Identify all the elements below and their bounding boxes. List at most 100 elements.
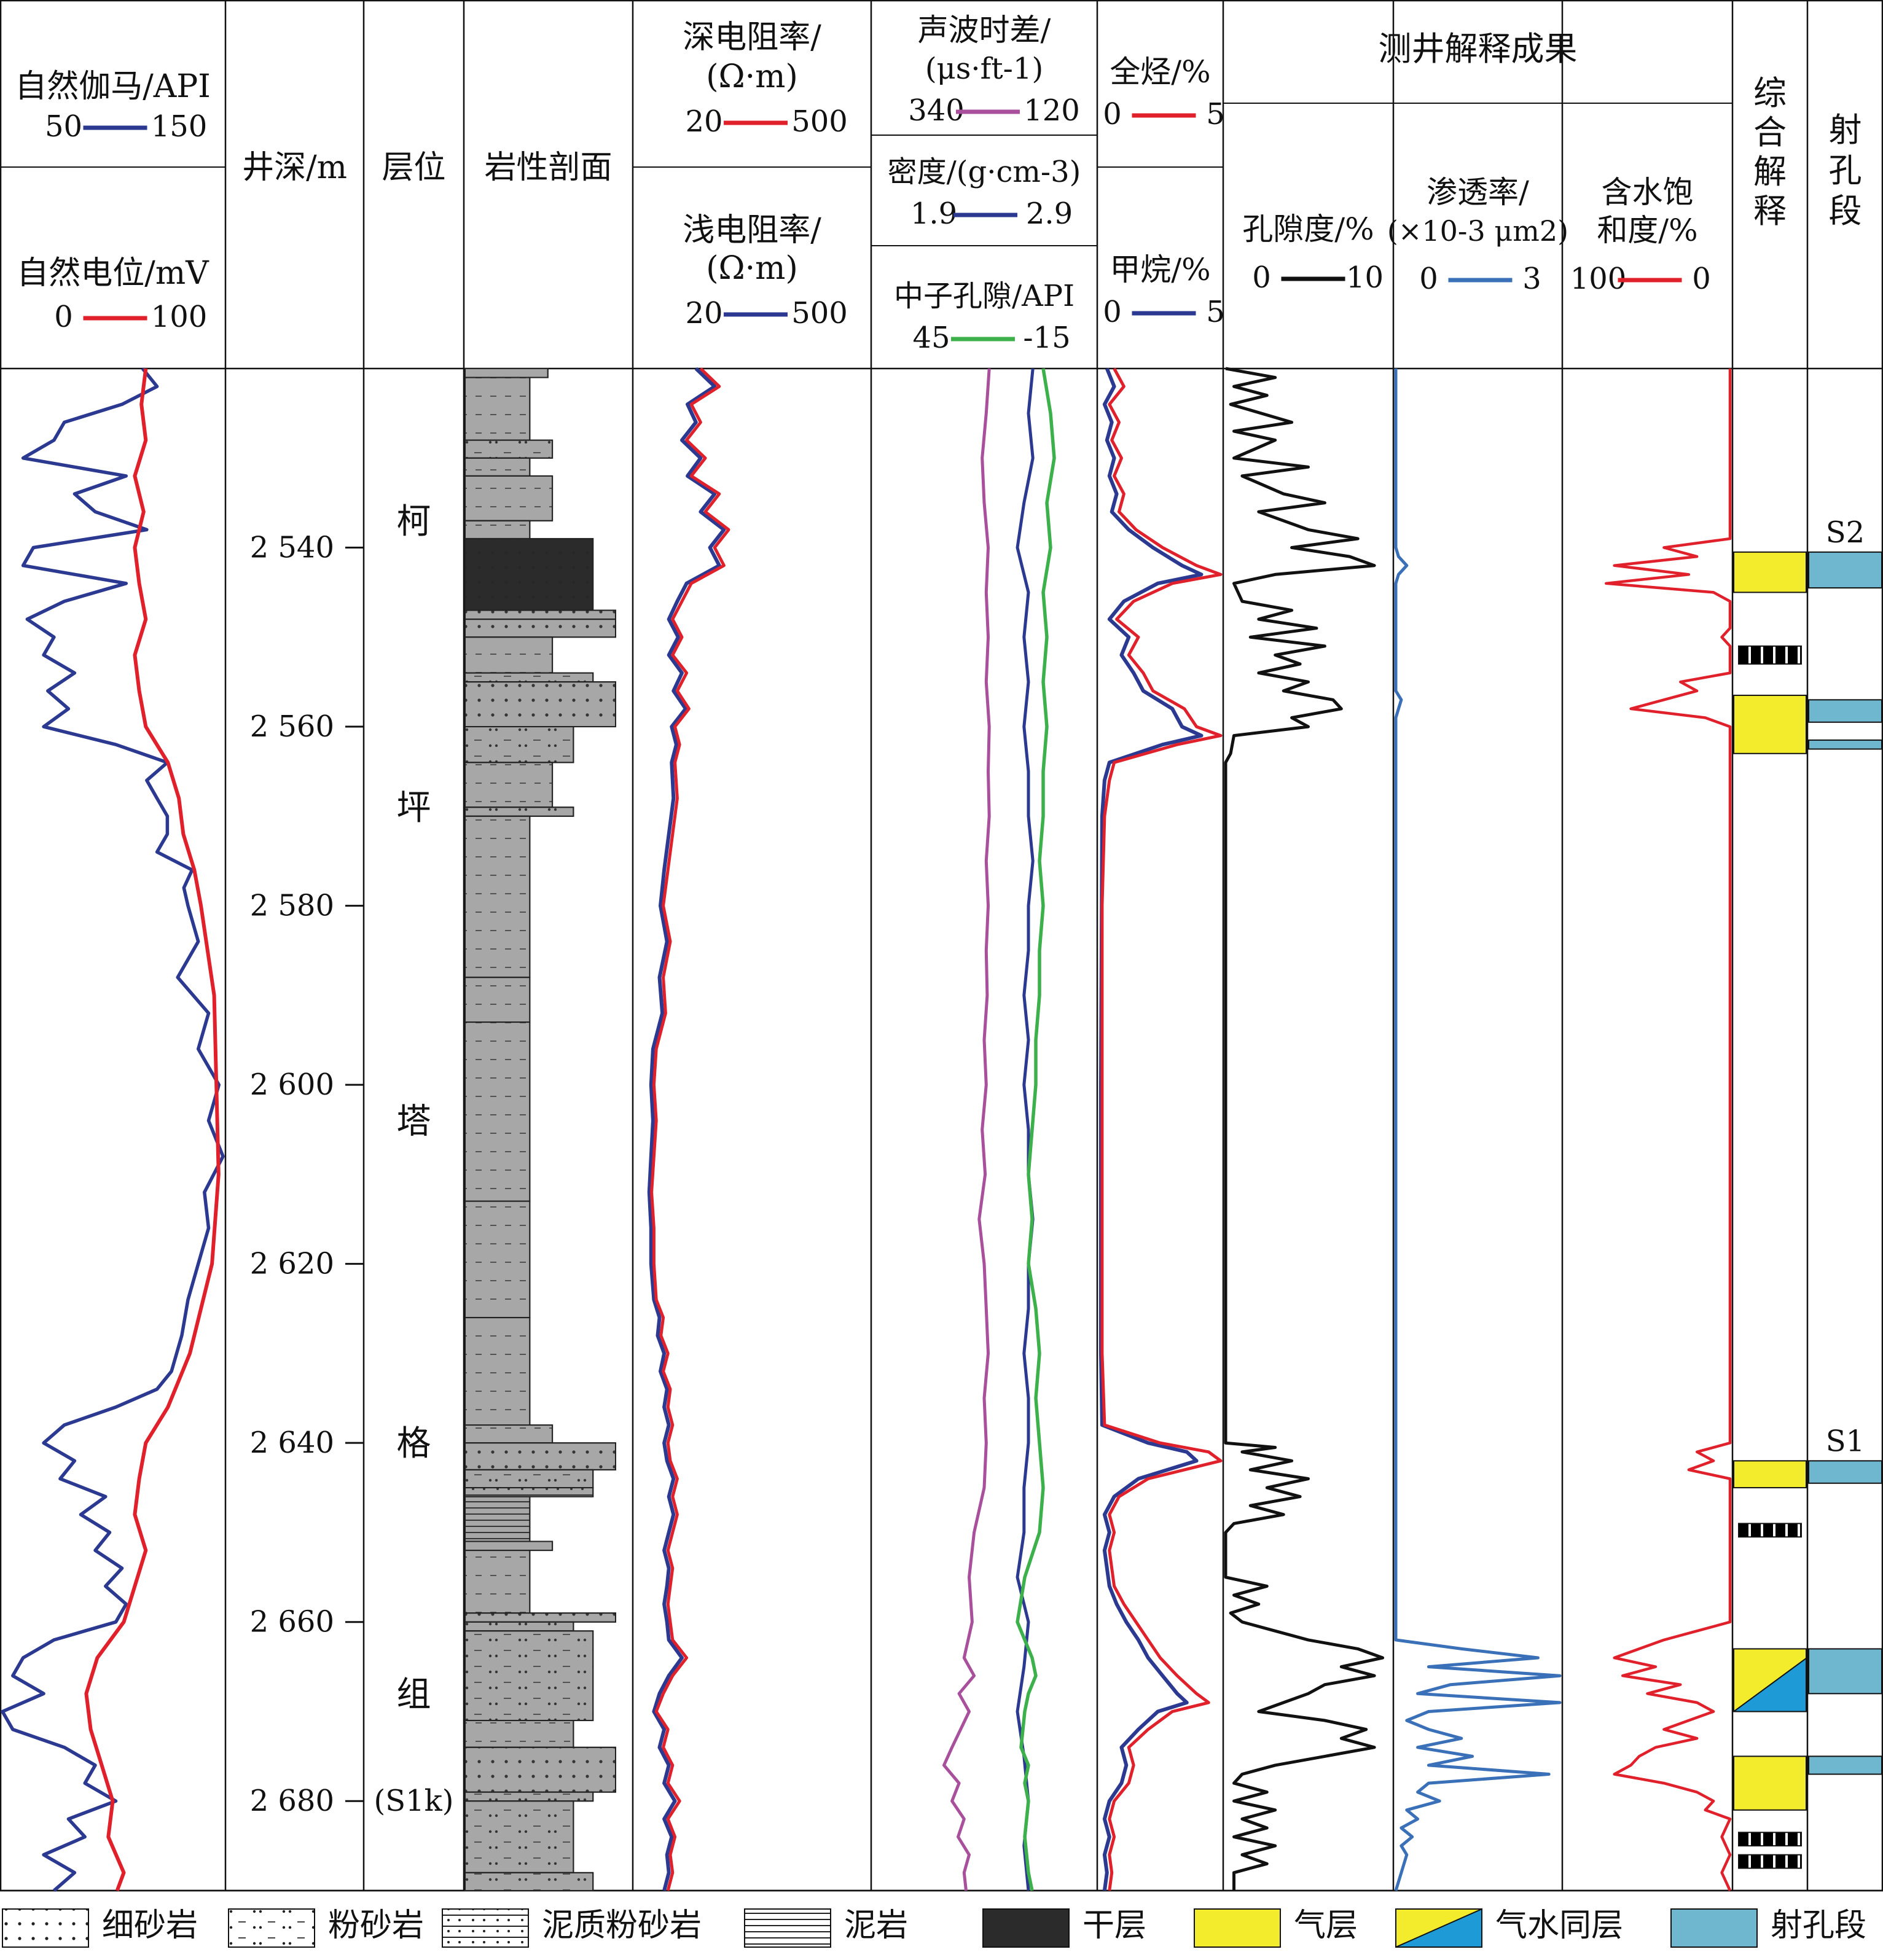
lithology-bed-pattern [464,1496,531,1542]
depth-tick-label: 2 600 [250,1068,334,1102]
lithology-bed-pattern [464,1317,531,1426]
lithology-bed [464,1469,594,1489]
ac-title: 声波时差/ [918,12,1051,48]
rd-min: 20 [685,104,722,139]
sp-scale: 0 100 [54,300,207,334]
lithology-bed-pattern [464,726,574,763]
lithology-bed [464,1021,531,1202]
c1-max: 5 [1206,295,1225,329]
legend-swatch [982,1908,1070,1948]
lithology-bed-pattern [464,636,554,674]
formation-header: 层位 [382,149,445,186]
tg-title: 全烃/% [1110,54,1210,90]
interp-title: 测井解释成果 [1379,29,1578,68]
den-scale: 1.9 2.9 [910,197,1073,231]
lithology-bed [464,977,531,1023]
gr-min: 50 [45,109,82,144]
lithology-bed-pattern [464,1021,531,1202]
lithology-bed-pattern [464,1424,554,1444]
lithology-bed-pattern [464,619,616,638]
rd-curve [650,367,730,1891]
lithology-bed-pattern [464,377,531,441]
lithology-bed-pattern [464,1630,594,1722]
legend-label: 泥岩 [844,1907,908,1944]
lithology-bed-pattern [464,609,616,620]
perf-title-char: 孔 [1829,151,1862,190]
depth-tick-label: 2 560 [250,709,334,744]
rd-unit: (Ω·m) [706,58,798,95]
lithology-bed-pattern [464,977,531,1023]
den-curve [1016,368,1035,1891]
lithology-bed [464,1442,616,1470]
sw-scale: 100 0 [1570,262,1711,296]
sw-min: 100 [1570,262,1627,296]
legend-label: 细砂岩 [102,1907,198,1944]
legend-swatch-water [1395,1908,1482,1948]
legend-swatch [744,1908,831,1948]
lithology-bed [464,1800,574,1873]
por-min: 0 [1252,260,1271,295]
lithology-bed [464,815,531,978]
legend-item-perf: 射孔段 [1670,1907,1866,1948]
rs-scale: 20 500 [685,296,847,330]
lithology-bed-pattern [464,1872,594,1892]
legend-item-siltstone: 粉砂岩 [228,1907,424,1948]
por-max: 10 [1346,260,1384,295]
cnl-curve [1016,368,1056,1891]
dry-layer [1738,1832,1802,1847]
lithology-bed [464,439,554,459]
dry-layer [1738,1523,1802,1538]
legend-label: 射孔段 [1771,1907,1866,1944]
lithology-bed-pattern [464,806,574,817]
perm-unit: (×10-3 μm2) [1387,214,1568,248]
lithology-bed-pattern [464,537,594,611]
por-title: 孔隙度/% [1242,211,1374,247]
dry-layer [1738,1854,1802,1869]
lithology-bed-pattern [464,1469,594,1489]
lithology-bed [464,636,554,674]
c1-min: 0 [1103,295,1122,329]
lithology-bed-pattern [464,815,531,978]
lithology-bed [464,1630,594,1722]
lithology-bed [464,1496,531,1542]
depth-tick-label: 2 680 [250,1784,334,1818]
lithology-bed [464,1872,594,1892]
legend-label: 气层 [1294,1907,1358,1944]
sw-curve [1605,369,1732,1891]
lithology-bed-pattern [464,1800,574,1873]
legend-label: 气水同层 [1495,1907,1623,1944]
gas-layer [1733,1460,1807,1489]
depth-tick-label: 2 580 [250,889,334,923]
lithology-bed-pattern [464,1746,616,1793]
por-scale: 0 10 [1252,260,1384,295]
tg-curve [1100,367,1223,1891]
rs-curve [647,367,726,1891]
por-curve [1224,367,1385,1891]
rs-max: 500 [791,296,848,330]
lithology-bed-pattern [464,1442,616,1470]
depth-tick-label: 2 660 [250,1605,334,1639]
formation-char: 组 [397,1674,431,1714]
perforation-interval [1808,1648,1882,1695]
den-max: 2.9 [1026,197,1073,231]
legend-item-fine: 细砂岩 [2,1907,198,1948]
legend-swatch [442,1908,529,1948]
perm-curve [1394,369,1562,1891]
lithology-bed [464,1540,554,1552]
lithology-bed [464,806,574,817]
rd-scale: 20 500 [685,104,847,139]
sp-min: 0 [54,300,73,334]
sp-max: 100 [151,300,208,334]
gas-layer [1733,551,1807,593]
cnl-scale: 45 -15 [912,321,1070,355]
legend-swatch [2,1908,89,1948]
lithology-bed-pattern [464,1487,594,1497]
lithology-bed [464,377,531,441]
tg-max: 5 [1206,97,1225,131]
lithology-bed-pattern [464,368,549,378]
ac-scale: 340 120 [908,93,1080,128]
formation-char: 柯 [397,502,431,542]
perforation-label: S1 [1826,1424,1865,1458]
legend-swatch [1670,1908,1758,1948]
perf-title-char: 段 [1829,192,1862,230]
